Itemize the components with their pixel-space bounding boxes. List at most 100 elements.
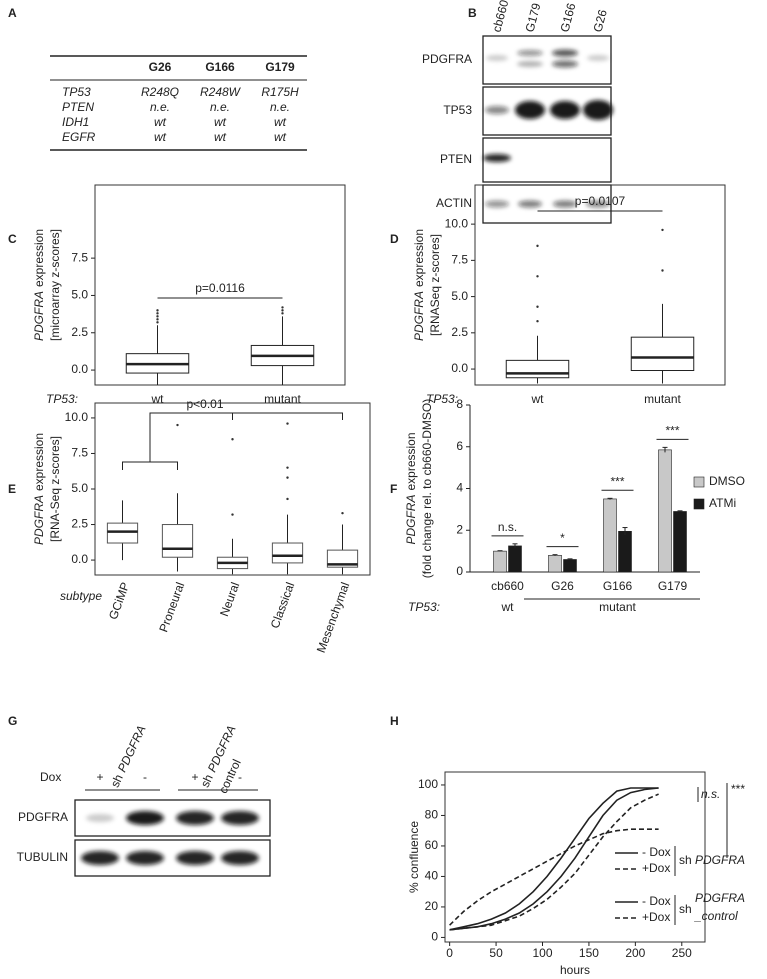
series-line — [449, 787, 659, 931]
table-cell: wt — [274, 130, 287, 144]
table-cell: n.e. — [210, 100, 230, 114]
x-axis-label: TP53: — [426, 392, 458, 406]
x-tick-label: 100 — [532, 946, 552, 960]
legend-label: - Dox — [642, 894, 671, 908]
outlier — [286, 497, 289, 501]
band — [176, 811, 214, 825]
table-header: G26 — [149, 60, 172, 74]
y-tick-label: 20 — [425, 899, 439, 913]
table-cell: EGFR — [62, 130, 96, 144]
legend-label: +Dox — [642, 861, 670, 875]
table-cell: wt — [154, 115, 167, 129]
series-line — [449, 787, 659, 931]
blot-g-frames — [74, 799, 271, 877]
lane-group-prefix: sh — [108, 772, 126, 789]
x-tick-label: cb660 — [491, 579, 524, 593]
x-axis-label: hours — [560, 963, 590, 977]
outlier — [281, 309, 284, 312]
lane-label: G166 — [557, 1, 578, 33]
table-cell: wt — [214, 130, 227, 144]
blot-frame — [482, 137, 612, 183]
y-axis-label-gene: PDGFRA — [404, 495, 418, 545]
bar — [603, 498, 617, 573]
band — [485, 106, 509, 114]
band — [176, 851, 214, 865]
y-tick-label: 40 — [425, 869, 439, 883]
outlier — [286, 422, 289, 425]
band — [583, 100, 613, 120]
significance-label: *** — [610, 474, 624, 488]
table-cell: IDH1 — [62, 115, 89, 129]
legend-group-label: PDGFRA — [695, 891, 745, 905]
x-tick-label: 150 — [579, 946, 599, 960]
y-axis-label-line2: [RNA-Seq z-scores] — [48, 436, 62, 542]
table-cell: PTEN — [62, 100, 94, 114]
band — [550, 101, 580, 119]
x-tick-label: 0 — [446, 946, 453, 960]
y-axis-label: % confluence — [407, 821, 421, 893]
outlier — [156, 321, 159, 324]
bar — [493, 550, 507, 573]
y-tick-label: 5.0 — [71, 481, 88, 495]
x-tick-label: G179 — [658, 579, 688, 593]
y-axis-label-text: expression — [412, 229, 426, 287]
outlier — [156, 315, 159, 318]
blot-b-frames — [482, 35, 612, 224]
table-cell: n.e. — [270, 100, 290, 114]
legend-label: ATMi — [709, 496, 736, 510]
y-axis-label-line2: (fold change rel. to cb660-DMSO) — [420, 399, 434, 578]
blot-row-label: PDGFRA — [422, 52, 472, 66]
panel-letter: D — [390, 232, 399, 246]
y-axis-label-line2: [microarray z-scores] — [48, 229, 62, 341]
table-cell: TP53 — [62, 85, 91, 99]
box — [271, 542, 304, 564]
x-tick-label: Proneural — [156, 580, 187, 634]
y-tick-label: 0 — [431, 930, 438, 944]
x-tick-label: mutant — [644, 392, 681, 406]
y-tick-label: 6 — [456, 439, 463, 453]
y-axis-label-gene: PDGFRA — [412, 291, 426, 341]
blot-frame — [74, 839, 271, 877]
y-tick-label: 0.0 — [71, 362, 88, 376]
outlier — [536, 244, 539, 248]
band — [485, 200, 509, 208]
group-label: wt — [501, 600, 515, 614]
x-tick-label: Classical — [268, 580, 298, 630]
band — [515, 101, 545, 119]
panel-letter: G — [8, 714, 17, 728]
outlier — [156, 318, 159, 321]
plot-frame — [94, 184, 346, 386]
table-header: G179 — [265, 60, 295, 74]
bar — [658, 449, 672, 573]
table-header: G166 — [205, 60, 235, 74]
y-tick-label: 0 — [456, 564, 463, 578]
table-cell: wt — [274, 115, 287, 129]
table-cell: wt — [214, 115, 227, 129]
band — [221, 811, 259, 825]
x-tick-label: mutant — [264, 392, 301, 406]
group-label: mutant — [599, 600, 636, 614]
blot-frame — [482, 35, 612, 85]
outlier — [536, 275, 539, 278]
treatment-sign: + — [96, 770, 103, 784]
significance-label: n.s. — [498, 520, 517, 534]
y-tick-label: 7.5 — [71, 250, 88, 264]
band — [86, 814, 114, 822]
treatment-sign: - — [143, 770, 147, 784]
treatment-sign: + — [191, 770, 198, 784]
lane-label: cb660 — [489, 0, 511, 34]
band — [126, 811, 164, 825]
treatment-label: Dox — [40, 770, 61, 784]
x-tick-label: G166 — [603, 579, 633, 593]
bar — [508, 545, 522, 573]
panel-letter: A — [8, 6, 17, 20]
table-cell: R248Q — [141, 85, 179, 99]
significance-label: *** — [665, 424, 679, 438]
outlier — [536, 320, 539, 323]
significance-label: * — [560, 531, 565, 545]
x-tick-label: wt — [151, 392, 165, 406]
lane-group-prefix: sh — [198, 772, 216, 789]
y-axis-label-text: expression — [404, 432, 418, 490]
y-tick-label: 5.0 — [451, 289, 468, 303]
plot-frame — [444, 771, 706, 943]
